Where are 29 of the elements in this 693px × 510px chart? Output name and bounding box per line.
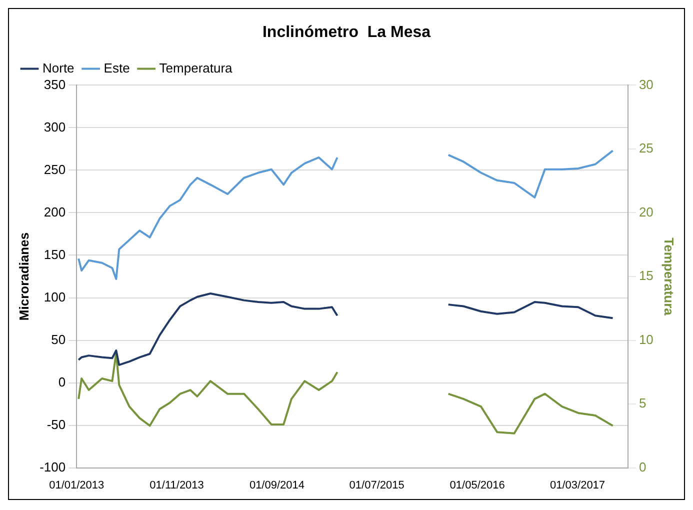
y-axis-title: Microradianes [16,232,32,321]
x-tick-label: 01/09/2014 [249,479,305,492]
x-tick-label: 01/11/2013 [150,479,204,492]
chart-title: Inclinómetro La Mesa [262,24,431,42]
y2-tick-label: 25 [638,140,654,156]
legend-label: Este [104,60,130,76]
y-tick-label: -50 [46,416,66,432]
y2-tick-label: 20 [638,204,654,220]
x-tick-label: 01/03/2017 [550,479,606,492]
y2-tick-label: 10 [638,332,654,347]
y2-tick-label: 0 [638,459,646,474]
y2-tick-label: 15 [638,268,654,284]
x-tick-label: 01/01/2013 [49,479,104,492]
y-tick-label: 0 [58,374,66,390]
y2-tick-label: 5 [638,396,646,411]
y2-axis-title: Temperatura [662,238,677,316]
x-tick-label: 01/05/2016 [450,479,505,492]
y-tick-label: 150 [44,246,66,262]
y-tick-label: 300 [44,119,66,134]
y-tick-label: 350 [44,76,66,92]
y-tick-label: 250 [44,162,66,177]
legend-label: Norte [42,60,74,76]
legend-label: Temperatura [159,60,234,76]
y-tick-label: 50 [51,332,66,347]
y-tick-label: 200 [44,204,66,220]
y2-tick-label: 30 [638,76,654,92]
y-tick-label: 100 [44,289,66,304]
y-tick-label: -100 [40,459,66,474]
x-tick-label: 01/07/2015 [349,479,404,492]
